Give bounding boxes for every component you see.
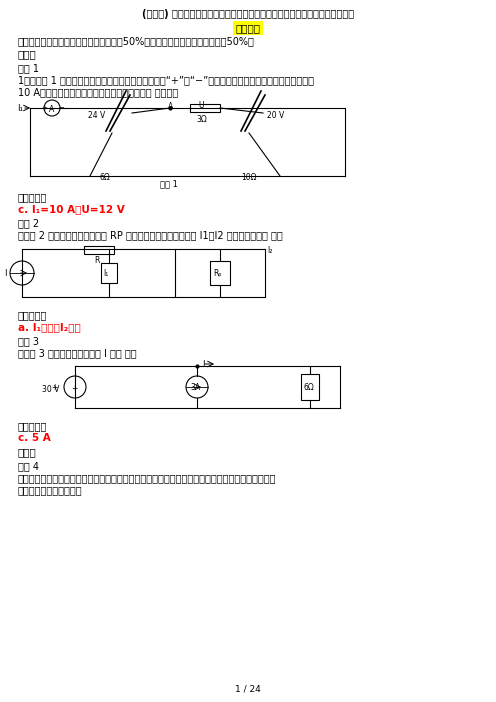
Bar [210,261,230,285]
Text: 在题图 3 所示的电路中，电流 I 为（ ）。: 在题图 3 所示的电路中，电流 I 为（ ）。 [18,348,136,358]
Circle shape [44,100,60,116]
Text: 6Ω: 6Ω [100,173,111,182]
Text: a. I₁增大，I₂减小: a. I₁增大，I₂减小 [18,322,81,332]
Text: 24 V: 24 V [88,111,105,120]
Text: 在题图 2 所示的电路中，电位器 RP 的滑动端向下移动时，电流 I1、I2 的变化趋势是（ ）。: 在题图 2 所示的电路中，电位器 RP 的滑动端向下移动时，电流 I1、I2 的… [18,230,283,240]
Text: A: A [168,102,173,111]
Text: 1 / 24: 1 / 24 [235,685,261,694]
Text: 3Ω: 3Ω [196,115,207,124]
Text: 20 V: 20 V [267,111,284,120]
Circle shape [186,376,208,398]
Text: 盗传必究: 盗传必究 [236,23,260,33]
Text: 选择一项：: 选择一项： [18,192,48,202]
Circle shape [64,376,86,398]
Text: (更新版) 国家开放大学电大专科《电工电子技术》机考网考形考网络题库及答案: (更新版) 国家开放大学电大专科《电工电子技术》机考网考形考网络题库及答案 [142,9,354,19]
Bar [101,263,117,283]
Bar [301,374,319,400]
Bar [190,104,220,112]
Text: 30 V: 30 V [42,385,60,394]
Text: 考试说明：形成性考核占课程综合成绩的50%，终结性考试占课程综合成绩的50%。: 考试说明：形成性考核占课程综合成绩的50%，终结性考试占课程综合成绩的50%。 [18,36,255,46]
Text: Rₚ: Rₚ [213,269,222,278]
Bar [83,246,114,254]
Text: I₁: I₁ [17,104,23,113]
Text: 题目 1: 题目 1 [18,63,39,73]
Text: 题目 2: 题目 2 [18,218,39,228]
Text: +: + [71,384,77,393]
Text: 率，相反时是吸收功率。: 率，相反时是吸收功率。 [18,485,83,495]
Circle shape [10,261,34,285]
Text: 1．在题图 1 所示的电路中，电流表的正、负接线端用“+”、“−”号标出，现电流表指针正向偏转，示数为: 1．在题图 1 所示的电路中，电流表的正、负接线端用“+”、“−”号标出，现电流… [18,75,314,85]
Text: 10 A。有关电流、电压方向也表示在图中，则（ ）正确。: 10 A。有关电流、电压方向也表示在图中，则（ ）正确。 [18,87,178,97]
Text: +: + [41,105,47,111]
Text: 题目 3: 题目 3 [18,336,39,346]
Text: 题目 4: 题目 4 [18,461,39,471]
Text: −: − [58,105,64,111]
Text: 10Ω: 10Ω [241,173,256,182]
Text: 判别一个元件是吸收功率还是提供功率，取决于元件上电压和电流的实际方向，二者相同时是提供功: 判别一个元件是吸收功率还是提供功率，取决于元件上电压和电流的实际方向，二者相同时… [18,473,276,483]
Text: +: + [51,383,58,392]
Text: 选择一项：: 选择一项： [18,310,48,320]
Text: I: I [202,360,204,369]
Text: I₂: I₂ [267,246,272,255]
Text: I₁: I₁ [104,269,109,278]
Text: 单选题: 单选题 [18,49,37,59]
Text: A: A [49,105,54,114]
Text: 选择一项：: 选择一项： [18,421,48,431]
Text: 判断题: 判断题 [18,447,37,457]
Text: I: I [4,269,6,278]
Text: U: U [198,101,203,110]
Text: 3A: 3A [190,383,200,392]
Text: c. I₁=10 A，U=12 V: c. I₁=10 A，U=12 V [18,204,125,214]
Text: 题图 1: 题图 1 [160,179,178,188]
Text: R: R [95,256,100,265]
Text: 6Ω: 6Ω [304,383,315,392]
Text: c. 5 A: c. 5 A [18,433,51,443]
